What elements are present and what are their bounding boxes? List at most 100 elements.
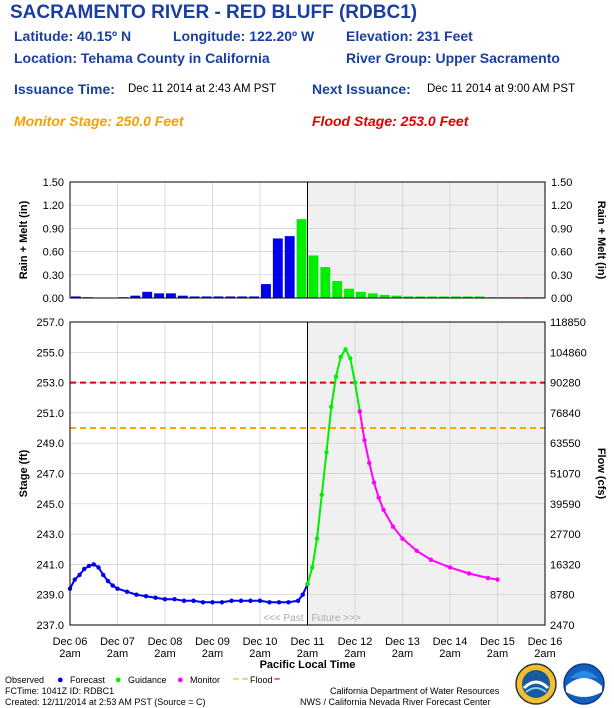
past-label: <<< Past xyxy=(263,613,304,624)
x-tick-time: 2am xyxy=(59,648,80,660)
next-issuance-label: Next Issuance: xyxy=(312,81,411,97)
rain-ytick-right: 0.00 xyxy=(551,293,572,305)
data-point-observed xyxy=(105,578,111,584)
rain-bar-guidance xyxy=(332,280,343,298)
rain-bar-observed xyxy=(177,295,188,298)
data-point-forecast xyxy=(357,409,362,414)
fctime: FCTime: 1041Z ID: RDBC1 xyxy=(5,686,115,696)
flow-ytick-right: 118850 xyxy=(550,317,586,329)
data-point-guidance xyxy=(324,450,329,455)
data-point-observed xyxy=(191,598,196,603)
rain-bar-guidance xyxy=(344,288,354,298)
x-tick-time: 2am xyxy=(202,648,223,660)
rain-ytick-left: 0.00 xyxy=(43,293,64,305)
x-tick-date: Dec 10 xyxy=(243,636,278,648)
rain-bar-observed xyxy=(189,296,200,298)
rain-ytick-right: 0.60 xyxy=(551,247,572,259)
stage-ytick-left: 253.0 xyxy=(36,378,64,390)
rain-bar-observed xyxy=(225,296,236,298)
longitude: Longitude: 122.20º W xyxy=(173,28,315,44)
stage-ytick-left: 237.0 xyxy=(36,620,64,632)
data-point-observed xyxy=(219,600,225,605)
legend-flood: Flood xyxy=(250,675,273,685)
data-point-observed xyxy=(134,592,139,597)
series-line-observed xyxy=(69,563,309,604)
data-point-observed xyxy=(72,577,77,582)
data-point-observed xyxy=(77,572,82,578)
legend-guidance: Guidance xyxy=(128,675,167,685)
flow-ytick-right: 90280 xyxy=(550,378,581,390)
x-tick-date: Dec 13 xyxy=(385,636,420,648)
x-tick-time: 2am xyxy=(154,648,175,660)
data-point-forecast xyxy=(428,557,434,563)
data-point-observed xyxy=(96,565,101,570)
x-tick-time: 2am xyxy=(439,648,460,660)
data-point-observed xyxy=(115,586,120,591)
x-tick-date: Dec 07 xyxy=(100,636,135,648)
data-point-guidance xyxy=(338,354,343,360)
x-tick-date: Dec 11 xyxy=(290,636,324,648)
location: Location: Tehama County in California xyxy=(14,50,270,66)
data-point-guidance xyxy=(343,347,348,352)
data-point-forecast xyxy=(390,524,396,529)
data-point-forecast xyxy=(414,548,419,553)
data-point-observed xyxy=(101,572,106,578)
data-point-guidance xyxy=(348,356,353,361)
data-point-guidance xyxy=(314,536,320,541)
rain-ytick-left: 0.60 xyxy=(43,247,64,259)
stage-ytick-left: 239.0 xyxy=(36,590,64,602)
dwr-logo-icon xyxy=(515,663,557,705)
flow-ytick-right: 27700 xyxy=(550,529,581,541)
rain-bar-observed xyxy=(272,238,283,298)
data-point-guidance xyxy=(319,492,324,497)
agency-dwr: California Department of Water Resources xyxy=(330,686,500,696)
stage-ytick-left: 255.0 xyxy=(36,347,64,359)
rain-bar-observed xyxy=(166,293,176,298)
data-point-forecast xyxy=(381,507,386,513)
rain-bar-guidance xyxy=(415,296,426,298)
data-point-observed xyxy=(172,597,177,602)
flow-ytick-right: 2470 xyxy=(550,620,574,632)
rain-bar-observed xyxy=(237,296,248,298)
data-point-observed xyxy=(153,595,158,600)
series-line-guidance xyxy=(306,347,361,585)
rain-bar-guidance xyxy=(367,293,378,298)
rain-frame xyxy=(69,181,546,299)
x-tick-time: 2am xyxy=(107,648,128,660)
stage-panel: 257.0 118850 255.0 104860 253.0 90280 251.0 768… xyxy=(18,317,607,671)
x-tick-time: 2am xyxy=(249,648,270,660)
data-point-observed xyxy=(276,600,282,605)
x-tick-date: Dec 12 xyxy=(338,636,373,648)
rain-bar-guidance xyxy=(427,296,438,298)
data-point-forecast xyxy=(371,480,377,485)
data-point-observed xyxy=(162,597,168,602)
data-point-forecast xyxy=(485,575,491,581)
created: Created: 12/11/2014 at 2:53 AM PST (Sour… xyxy=(5,697,206,707)
flow-ytick-right: 16320 xyxy=(550,559,581,571)
rain-bar-observed xyxy=(130,295,141,298)
legend-monitor: Monitor xyxy=(190,675,221,685)
rain-bar-guidance xyxy=(308,255,319,298)
rain-bar-guidance xyxy=(320,267,331,298)
stage-ytick-left: 257.0 xyxy=(36,317,64,329)
stage-ylabel: Stage (ft) xyxy=(18,449,30,497)
stage-frame xyxy=(69,321,546,626)
data-point-observed xyxy=(257,598,263,603)
flow-ytick-right: 8780 xyxy=(550,590,574,602)
data-point-observed xyxy=(238,598,244,603)
rain-bar-observed xyxy=(249,296,259,298)
legend-guidance-marker: ● xyxy=(115,674,122,686)
data-point-observed xyxy=(248,598,253,603)
legend-flood-line: – xyxy=(274,673,281,685)
rain-ytick-left: 0.90 xyxy=(43,223,64,235)
data-point-guidance xyxy=(305,581,310,587)
legend-observed: Observed xyxy=(5,675,45,685)
latitude: Latitude: 40.15º N xyxy=(14,28,132,44)
rain-bar-guidance xyxy=(379,294,390,298)
rain-bar-guidance xyxy=(439,296,449,298)
rain-ytick-left: 1.20 xyxy=(43,200,64,212)
data-point-observed xyxy=(91,562,96,567)
data-point-forecast xyxy=(400,536,405,541)
issuance-label: Issuance Time: xyxy=(14,81,115,97)
